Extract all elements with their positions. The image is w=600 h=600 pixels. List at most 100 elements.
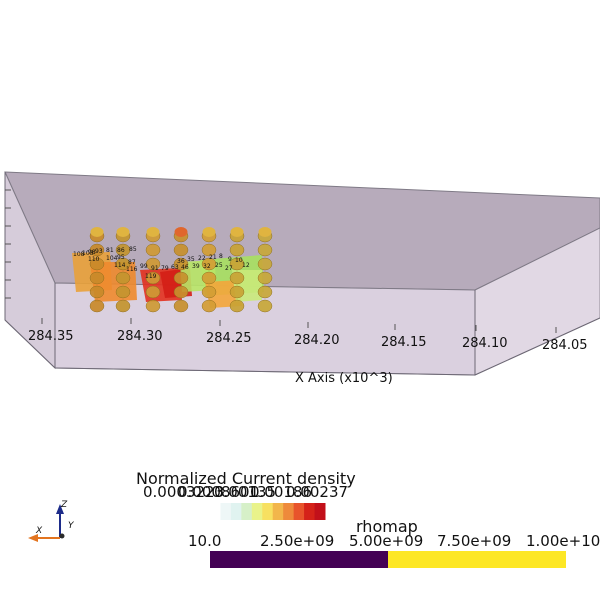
electrode-cap bbox=[202, 227, 216, 237]
current-density-color-bin bbox=[304, 503, 316, 520]
electrode-label: 39 bbox=[192, 263, 200, 270]
electrode-label: 98 bbox=[88, 249, 96, 256]
x-tick-label: 284.20 bbox=[294, 333, 340, 348]
electrode-pillar-segment bbox=[229, 271, 245, 285]
x-tick-label: 284.05 bbox=[542, 338, 588, 353]
current-density-color-bin bbox=[262, 503, 274, 520]
electrode-pillar-segment bbox=[89, 285, 105, 299]
current-density-color-bin bbox=[314, 503, 326, 520]
x-tick-label: 284.30 bbox=[117, 329, 163, 344]
current-density-tick-label: 0.0008601 bbox=[178, 483, 259, 501]
electrode-pillar-segment bbox=[201, 257, 217, 271]
x-axis-title: X Axis (x10^3) bbox=[295, 371, 393, 386]
electrode-pillar-segment bbox=[115, 299, 131, 313]
electrode-pillar-segment bbox=[257, 243, 273, 257]
electrode-cap bbox=[116, 227, 130, 237]
electrode-label: 21 bbox=[209, 254, 217, 261]
electrode-pillar-segment bbox=[173, 257, 189, 271]
electrode-pillar-segment bbox=[173, 271, 189, 285]
electrode-pillar-segment bbox=[229, 243, 245, 257]
rhomap-title: rhomap bbox=[356, 517, 418, 536]
electrode-pillar-segment bbox=[145, 271, 161, 285]
electrode-label: 86 bbox=[117, 247, 125, 254]
electrode-label: 81 bbox=[106, 247, 114, 254]
electrode-pillar-segment bbox=[115, 257, 131, 271]
electrode-pillar-segment bbox=[229, 299, 245, 313]
electrode-pillar-segment bbox=[145, 243, 161, 257]
current-density-colorbar: Normalized Current density 0.00032230.00… bbox=[136, 469, 356, 520]
electrode-cap bbox=[230, 227, 244, 237]
electrode-pillar-segment bbox=[201, 243, 217, 257]
current-density-color-bin bbox=[210, 503, 221, 520]
electrode-label: 91 bbox=[151, 265, 159, 272]
rhomap-low-bin bbox=[210, 551, 388, 568]
electrode-label: 9 bbox=[228, 256, 232, 263]
rhomap-tick-label: 7.50e+09 bbox=[437, 532, 511, 550]
rhomap-high-bin bbox=[388, 551, 566, 568]
electrode-pillar-segment bbox=[89, 271, 105, 285]
electrode-pillar-segment bbox=[173, 299, 189, 313]
rhomap-tick-label: 1.00e+10 bbox=[526, 532, 600, 550]
current-density-color-bin bbox=[293, 503, 305, 520]
current-density-tick-label: 0.0003223 bbox=[143, 483, 224, 501]
electrode-pillar-segment bbox=[115, 271, 131, 285]
current-density-tick-label: 0.00186 bbox=[250, 483, 312, 501]
electrode-pillar-segment bbox=[89, 243, 105, 257]
electrode-label: 103 bbox=[82, 250, 94, 257]
electrode-pillar-segment bbox=[201, 299, 217, 313]
current-density-tick-label: 0.00237 bbox=[286, 483, 348, 501]
electrode-label: 12 bbox=[242, 262, 250, 269]
electrode-label: 110 bbox=[88, 256, 100, 263]
y-axis-label: Y bbox=[68, 521, 75, 531]
electrode-label: 10 bbox=[235, 257, 243, 264]
x-tick-label: 284.25 bbox=[206, 331, 252, 346]
current-density-title: Normalized Current density bbox=[136, 469, 356, 488]
electrode-pillar-segment bbox=[229, 257, 245, 271]
electrode-label: 104 bbox=[106, 255, 118, 262]
electrode-label: 116 bbox=[126, 266, 138, 273]
x-tick-label: 284.15 bbox=[381, 335, 427, 350]
current-density-color-bin bbox=[272, 503, 284, 520]
electrode-cap bbox=[174, 227, 188, 237]
electrode-label: 27 bbox=[225, 265, 233, 272]
current-density-tick-label: 0.00135 bbox=[214, 483, 276, 501]
x-axis-ticks: 284.35 284.30 284.25 284.20 284.15 284.10 284.… bbox=[28, 318, 588, 353]
electrode-label: 85 bbox=[129, 246, 137, 253]
x-tick-label: 284.10 bbox=[462, 336, 508, 351]
electrode-pillar-segment bbox=[115, 285, 131, 299]
electrode-pillar-segment bbox=[145, 299, 161, 313]
current-density-color-bin bbox=[283, 503, 295, 520]
x-tick-label: 284.35 bbox=[28, 329, 74, 344]
electrode-label: 46 bbox=[181, 264, 189, 271]
electrode-pillar-segment bbox=[201, 285, 217, 299]
electrode-pillar-segment bbox=[115, 243, 131, 257]
electrode-label: 32 bbox=[203, 263, 211, 270]
orientation-axes-widget: Z X Y bbox=[28, 500, 75, 542]
electrode-label: 87 bbox=[128, 259, 136, 266]
electrode-pillar-segment bbox=[89, 299, 105, 313]
electrode-label: 8 bbox=[219, 253, 223, 260]
z-axis-label: Z bbox=[60, 500, 68, 510]
current-density-color-bin bbox=[230, 503, 242, 520]
rhomap-tick-label: 2.50e+09 bbox=[260, 532, 334, 550]
electrode-pillar-segment bbox=[145, 285, 161, 299]
current-density-color-bin bbox=[251, 503, 263, 520]
current-density-color-bin bbox=[220, 503, 232, 520]
electrode-label: 79 bbox=[161, 265, 169, 272]
electrode-label: 22 bbox=[198, 255, 206, 262]
electrode-label: 35 bbox=[187, 256, 195, 263]
electrode-pillar-segment bbox=[257, 299, 273, 313]
electrode-label: 114 bbox=[114, 262, 126, 269]
electrode-label: 63 bbox=[171, 264, 179, 271]
electrode-cap bbox=[258, 227, 272, 237]
electrode-label: 93 bbox=[95, 248, 103, 255]
electrode-cap bbox=[90, 227, 104, 237]
electrode-label: 36 bbox=[177, 258, 185, 265]
electrode-pillar-segment bbox=[173, 285, 189, 299]
electrode-label: 95 bbox=[117, 254, 125, 261]
electrode-label: 99 bbox=[140, 263, 148, 270]
electrode-label: 108 bbox=[73, 251, 85, 258]
rhomap-tick-label: 10.0 bbox=[188, 532, 221, 550]
